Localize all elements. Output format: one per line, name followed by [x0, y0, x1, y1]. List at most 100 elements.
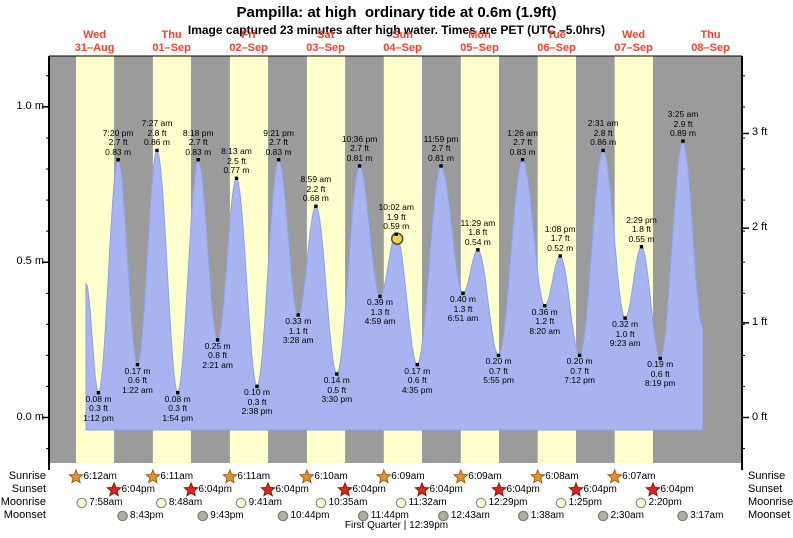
tide-event-dot: [296, 313, 300, 317]
tide-annotation-line: 0.83 m: [185, 146, 212, 157]
day-label-line: 06–Sep: [537, 42, 576, 54]
moonset-row-label-left: Moonset: [3, 509, 46, 521]
tide-annotation-high: 2:29 pm 1.8 ft 0.55 m: [609, 215, 673, 245]
tide-annotation-line: 2.5 ft: [227, 155, 246, 166]
day-label-line: Mon: [468, 29, 491, 41]
sunrise-time: 6:08am: [545, 471, 579, 482]
tide-annotation-low: 0.20 m 0.7 ft 5:55 pm: [467, 357, 531, 386]
tide-annotation-line: 0.08 m: [85, 393, 112, 404]
moonrise-time: 1:25pm: [568, 497, 602, 508]
tide-annotation-line: 0.14 m: [323, 375, 350, 386]
tide-annotation-line: 7:12 pm: [564, 375, 595, 386]
tide-annotation-low: 0.19 m 0.6 ft 8:19 pm: [628, 360, 692, 389]
y-axis-label-ft: 3 ft: [752, 126, 768, 139]
tide-event-dot: [176, 391, 180, 395]
tide-annotation-line: 0.3 ft: [88, 403, 108, 414]
moonrise-icon: [235, 497, 247, 509]
tide-annotation-line: 2.7 ft: [188, 137, 208, 148]
tide-annotation-line: 1:12 pm: [83, 412, 114, 423]
tide-annotation-line: 0.86 m: [590, 137, 617, 148]
tide-annotation-line: 0.39 m: [367, 297, 394, 308]
tide-annotation-line: 0.10 m: [244, 387, 271, 398]
tide-event-dot: [558, 254, 562, 258]
tide-event-dot: [461, 291, 465, 295]
moonrise-time: 10:35am: [328, 497, 368, 508]
tide-annotation-line: 5:55 pm: [483, 375, 514, 386]
sunset-row-label-right: Sunset: [748, 483, 783, 495]
sunset-time: 6:04pm: [275, 484, 309, 495]
y-axis-label-ft: 2 ft: [752, 221, 768, 234]
tide-annotation-line: 0.32 m: [612, 319, 639, 330]
tide-annotation-low: 0.33 m 1.1 ft 3:28 am: [266, 316, 330, 346]
tide-annotation-line: 7:20 pm: [102, 127, 134, 138]
y-axis-label-m: 0.0 m: [16, 410, 44, 423]
moonset-time: 1:38am: [530, 510, 565, 521]
tide-annotation-line: 0.55 m: [628, 233, 655, 244]
day-label-line: 04–Sep: [383, 42, 422, 54]
tide-annotation-line: 0.83 m: [105, 146, 132, 157]
moon-phase-label: First Quarter | 12:39pm: [344, 520, 449, 531]
tide-annotation-line: 9:23 am: [609, 338, 641, 349]
tide-event-dot: [215, 338, 220, 342]
tide-annotation-high: 11:29 am 1.8 ft 0.54 m: [446, 218, 510, 248]
tide-annotation-line: 9:21 pm: [263, 127, 294, 138]
tide-annotation-line: 0.83 m: [509, 146, 536, 157]
tide-curve-area: [85, 140, 704, 431]
tide-annotation-line: 3:28 am: [282, 335, 314, 345]
tide-annotation-line: 4:35 pm: [401, 384, 433, 395]
day-label-line: 07–Sep: [614, 42, 653, 54]
sunrise-icon: [375, 468, 392, 484]
sunset-time: 6:04pm: [583, 484, 617, 495]
tide-annotation-line: 10:02 am: [378, 202, 414, 213]
tide-annotation-line: 0.08 m: [164, 393, 191, 404]
day-label-line: Sat: [317, 29, 335, 41]
tide-annotation-line: 8:19 pm: [644, 378, 676, 389]
day-label-line: Wed: [622, 29, 646, 41]
moonrise-icon: [156, 497, 167, 509]
tide-event-dot: [196, 158, 200, 162]
tide-annotation-low: 0.17 m 0.6 ft 4:35 pm: [385, 365, 449, 396]
sunrise-row-label-right: Sunrise: [748, 470, 786, 482]
tide-annotation-line: 11:59 pm: [423, 133, 459, 144]
sunset-icon: [260, 481, 276, 497]
sunrise-icon: [145, 468, 161, 484]
tide-annotation-high: 10:36 pm 2.7 ft 0.81 m: [328, 134, 392, 164]
tide-annotation-high: 3:25 am 2.9 ft 0.89 m: [651, 110, 715, 139]
moonrise-row-label-left: Moonrise: [0, 496, 46, 508]
tide-annotation-line: 2:21 am: [202, 359, 233, 370]
y-axis-label-ft: 0 ft: [752, 410, 768, 423]
tide-annotation-low: 0.25 m 0.8 ft 2:21 am: [186, 341, 250, 371]
moonrise-time: 11:32am: [408, 497, 447, 508]
tide-annotation-line: 1:22 am: [122, 384, 153, 395]
day-label-line: Thu: [161, 29, 182, 41]
day-label: Mon 05–Sep: [442, 29, 518, 55]
tide-annotation-line: 4:59 am: [364, 316, 396, 327]
tide-annotation-line: 1.7 ft: [550, 233, 570, 244]
tide-annotation-high: 8:59 am 2.2 ft 0.68 m: [284, 175, 348, 204]
tide-annotation-low: 0.36 m 1.2 ft 8:20 am: [513, 306, 577, 337]
tide-annotation-line: 7:27 am: [141, 118, 173, 129]
tide-annotation-high: 10:02 am 1.9 ft 0.59 m: [364, 203, 428, 232]
tide-annotation-low: 0.40 m 1.3 ft 6:51 am: [431, 295, 495, 324]
sunset-time: 6:04pm: [660, 484, 694, 495]
tide-annotation-line: 0.17 m: [404, 365, 431, 376]
tide-event-dot: [496, 353, 501, 358]
sunrise-time: 6:10am: [314, 471, 348, 482]
tide-event-dot: [623, 316, 627, 320]
moonset-icon: [597, 510, 609, 522]
tide-annotation-line: 1.3 ft: [370, 306, 390, 317]
tide-annotation-line: 2.7 ft: [431, 143, 451, 154]
tide-annotation-line: 0.36 m: [531, 306, 558, 317]
tide-annotation-line: 1.0 ft: [615, 328, 635, 339]
tide-annotation-line: 2:38 pm: [241, 406, 273, 417]
tide-event-dot: [276, 158, 281, 162]
day-label: Wed 31–Aug: [57, 29, 133, 55]
moonrise-time: 9:41am: [248, 497, 282, 508]
tide-annotation-line: 0.7 ft: [489, 365, 508, 376]
moonset-time: 9:43pm: [210, 510, 244, 521]
day-label-line: Wed: [83, 29, 107, 41]
tide-annotation-high: 11:59 pm 2.7 ft 0.81 m: [409, 133, 473, 164]
tide-annotation-line: 0.59 m: [383, 221, 410, 232]
day-label: Fri 02–Sep: [211, 29, 287, 55]
